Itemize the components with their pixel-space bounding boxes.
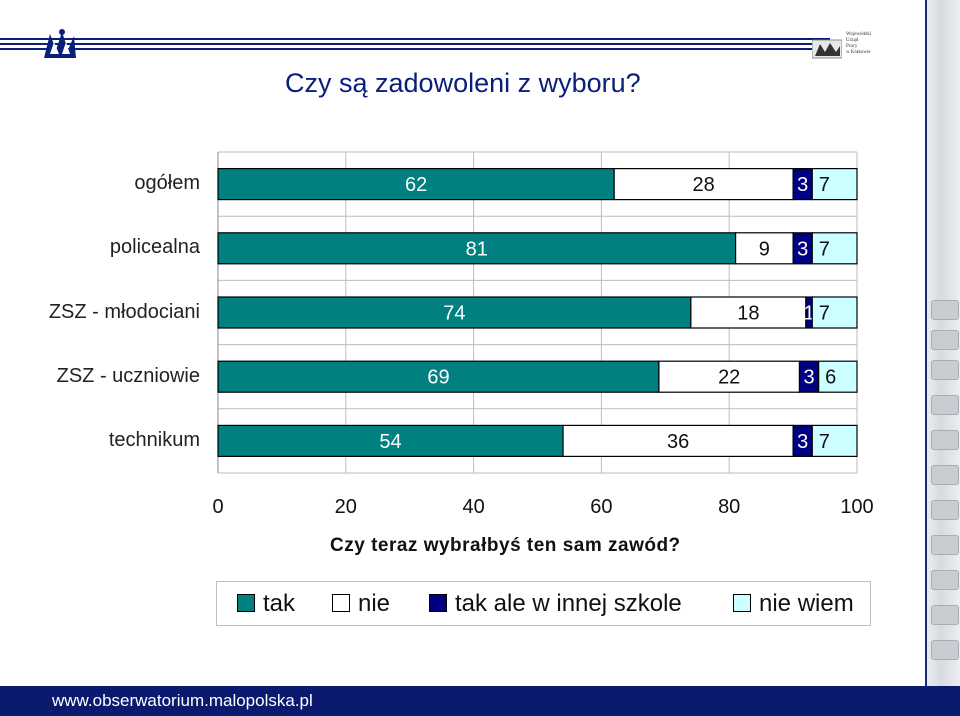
side-decoration	[925, 0, 960, 686]
bar-segment	[811, 232, 858, 265]
legend: tak nie tak ale w innej szkole nie wiem	[216, 581, 871, 626]
data-label: 62	[405, 174, 427, 196]
category-label: policealna	[109, 236, 200, 259]
data-label: 22	[718, 367, 740, 389]
data-label: 9	[759, 238, 770, 260]
chart-title: Czy są zadowoleni z wyboru?	[285, 68, 641, 98]
bar-segment	[613, 168, 794, 201]
data-label: 36	[667, 431, 689, 453]
observatory-logo-icon	[42, 28, 78, 62]
legend-swatch	[237, 593, 255, 612]
bar-segment	[734, 232, 794, 265]
header-lines	[0, 38, 830, 52]
x-tick-label: 0	[212, 496, 223, 518]
bar-segment	[217, 360, 660, 393]
bar-segment	[658, 360, 801, 393]
bar-segment	[217, 168, 615, 201]
category-label: ZSZ - młodociani	[48, 300, 200, 323]
bar-segment	[562, 424, 794, 457]
data-label: 81	[466, 238, 488, 260]
data-label: 7	[819, 303, 830, 325]
category-label: ogółem	[134, 172, 200, 195]
legend-item-tak: tak	[237, 590, 295, 618]
bar-segment	[217, 296, 692, 329]
wup-logo-text: Wojewódzki Urząd Pracy w Krakowie	[846, 32, 872, 55]
category-label: technikum	[108, 428, 200, 451]
legend-item-nie-wiem: nie wiem	[733, 590, 854, 618]
x-axis-title: Czy teraz wybrałbyś ten sam zawód?	[330, 535, 681, 556]
data-label: 3	[797, 238, 808, 260]
x-tick-label: 80	[718, 496, 740, 518]
legend-swatch	[733, 593, 751, 612]
data-label: 7	[819, 174, 830, 196]
stacked-bar-chart: 62 28 3 781 9 3 774 18 1 769 22 3 654 36 3 70 20 40 60 80 10…	[212, 151, 874, 518]
data-label: 69	[427, 367, 449, 389]
category-label: ZSZ - uczniowie	[56, 364, 200, 387]
x-tick-label: 40	[462, 496, 484, 518]
bar-segment	[217, 424, 564, 457]
data-label: 28	[693, 174, 715, 196]
data-label: 3	[797, 431, 808, 453]
data-label: 7	[819, 238, 830, 260]
legend-item-tak-ale-w-innej-szkole: tak ale w innej szkole	[429, 590, 682, 618]
bar-segment	[690, 296, 807, 329]
x-tick-label: 60	[590, 496, 612, 518]
wup-krakow-logo: Wojewódzki Urząd Pracy w Krakowie	[812, 30, 884, 64]
data-label: 74	[443, 303, 465, 325]
data-label: 1	[804, 303, 815, 325]
bar-segment	[217, 232, 737, 265]
bar-segment	[811, 168, 858, 201]
data-label: 3	[804, 367, 815, 389]
data-label: 18	[737, 303, 759, 325]
data-label: 3	[797, 174, 808, 196]
legend-swatch	[429, 593, 447, 612]
footer-bar: www.obserwatorium.malopolska.pl	[0, 686, 960, 716]
footer-url[interactable]: www.obserwatorium.malopolska.pl	[52, 691, 313, 710]
data-label: 6	[825, 367, 836, 389]
bar-segment	[811, 424, 858, 457]
wup-logo-icon	[812, 39, 842, 59]
legend-swatch	[332, 593, 350, 612]
legend-item-nie: nie	[332, 590, 390, 618]
x-tick-label: 20	[335, 496, 357, 518]
bar-segment	[811, 296, 858, 329]
bar-segment	[818, 360, 858, 393]
data-label: 54	[379, 431, 401, 453]
x-tick-label: 100	[840, 496, 873, 518]
data-label: 7	[819, 431, 830, 453]
